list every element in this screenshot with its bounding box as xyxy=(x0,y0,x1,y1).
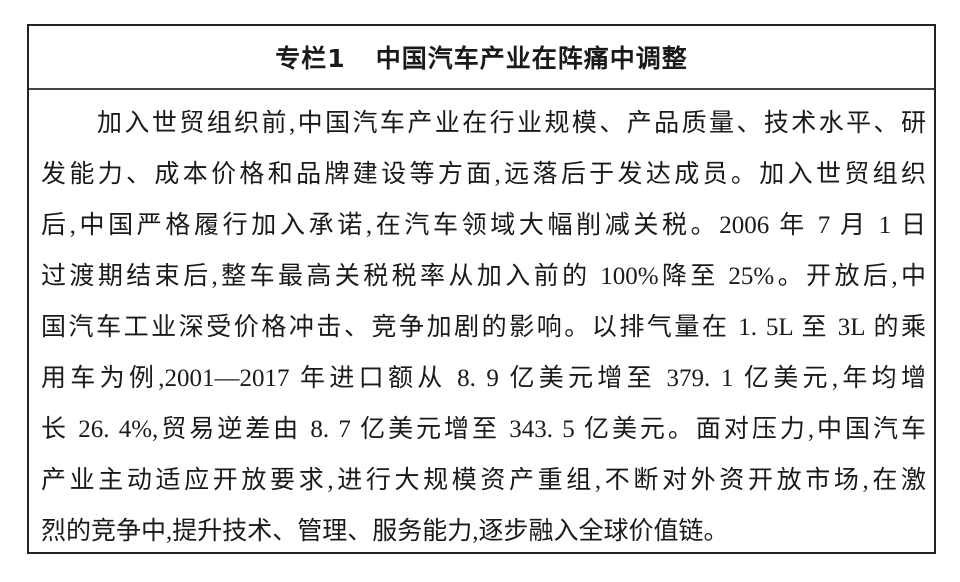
box-title: 专栏1 中国汽车产业在阵痛中调整 xyxy=(29,26,934,90)
paragraph-line: 过渡期结束后,整车最高关税税率从加入前的 100%降至 25%。开放后,中 xyxy=(41,263,926,290)
paragraph-line: 用车为例,2001—2017 年进口额从 8. 9 亿美元增至 379. 1 亿… xyxy=(41,365,926,392)
box-body: 加入世贸组织前,中国汽车产业在行业规模、产品质量、技术水平、研 发能力、成本价格… xyxy=(41,98,926,557)
paragraph-line: 后,中国严格履行加入承诺,在汽车领域大幅削减关税。2006 年 7 月 1 日 xyxy=(41,212,926,239)
paragraph-line: 产业主动适应开放要求,进行大规模资产重组,不断对外资开放市场,在激 xyxy=(41,467,926,494)
paragraph-line: 长 26. 4%,贸易逆差由 8. 7 亿美元增至 343. 5 亿美元。面对压… xyxy=(41,416,926,443)
paragraph-line: 烈的竞争中,提升技术、管理、服务能力,逐步融入全球价值链。 xyxy=(41,518,729,545)
paragraph-line: 国汽车工业深受价格冲击、竞争加剧的影响。以排气量在 1. 5L 至 3L 的乘 xyxy=(41,314,926,341)
box-label: 专栏1 xyxy=(275,44,346,73)
sidebar-box: 专栏1 中国汽车产业在阵痛中调整 加入世贸组织前,中国汽车产业在行业规模、产品质… xyxy=(27,24,936,554)
box-heading: 中国汽车产业在阵痛中调整 xyxy=(375,44,688,73)
paragraph-line: 发能力、成本价格和品牌建设等方面,远落后于发达成员。加入世贸组织 xyxy=(41,161,926,188)
paragraph-line: 加入世贸组织前,中国汽车产业在行业规模、产品质量、技术水平、研 xyxy=(97,110,926,137)
